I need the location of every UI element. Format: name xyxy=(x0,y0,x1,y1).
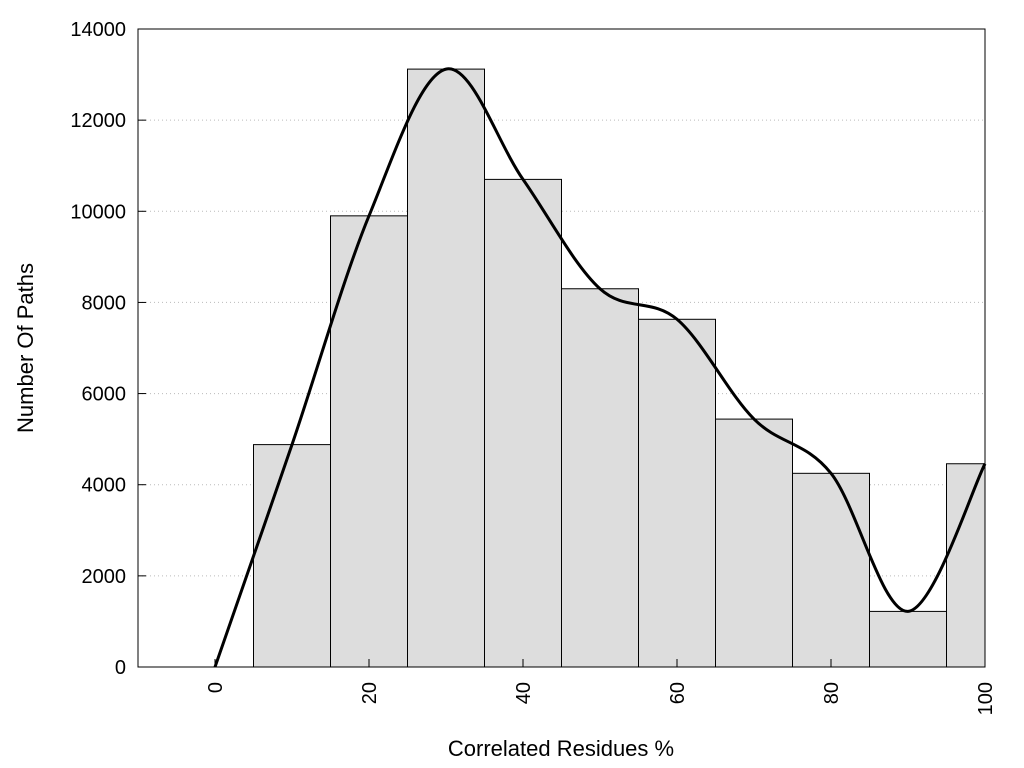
x-tick-label: 40 xyxy=(513,682,535,704)
histogram-bar xyxy=(869,610,947,668)
y-tick-label: 6000 xyxy=(82,384,127,406)
bars xyxy=(253,68,986,668)
histogram-bar xyxy=(638,318,716,668)
x-axis-label: Correlated Residues % xyxy=(448,736,674,761)
y-tick-label: 4000 xyxy=(82,475,127,497)
y-tick-label: 8000 xyxy=(82,292,127,314)
x-tick-label: 80 xyxy=(821,682,843,704)
histogram-bar xyxy=(253,444,331,668)
y-tick-label: 14000 xyxy=(70,19,126,41)
histogram-bar xyxy=(561,288,639,668)
x-tick-label: 100 xyxy=(975,682,997,715)
x-tick-label: 20 xyxy=(359,682,381,704)
y-tick-label: 12000 xyxy=(70,110,126,132)
curve-layer xyxy=(213,67,987,668)
y-tick-label: 0 xyxy=(115,657,126,679)
plot-frame xyxy=(137,28,986,668)
y-axis: 0 2000 4000 6000 8000 10000 12000 14000 xyxy=(70,19,146,679)
y-tick-label: 10000 xyxy=(70,201,126,223)
histogram-bar xyxy=(407,68,485,668)
x-tick-label: 0 xyxy=(205,682,227,693)
histogram-bar xyxy=(792,472,870,668)
x-tick-label: 60 xyxy=(667,682,689,704)
histogram-bar xyxy=(484,178,562,668)
smoothed-curve xyxy=(213,67,987,668)
x-axis: 0 20 40 60 80 100 xyxy=(205,659,997,715)
histogram-bar xyxy=(946,463,986,668)
histogram-bar xyxy=(330,215,408,668)
y-tick-label: 2000 xyxy=(82,566,127,588)
histogram-bar xyxy=(715,418,793,668)
y-axis-label: Number Of Paths xyxy=(13,263,38,433)
